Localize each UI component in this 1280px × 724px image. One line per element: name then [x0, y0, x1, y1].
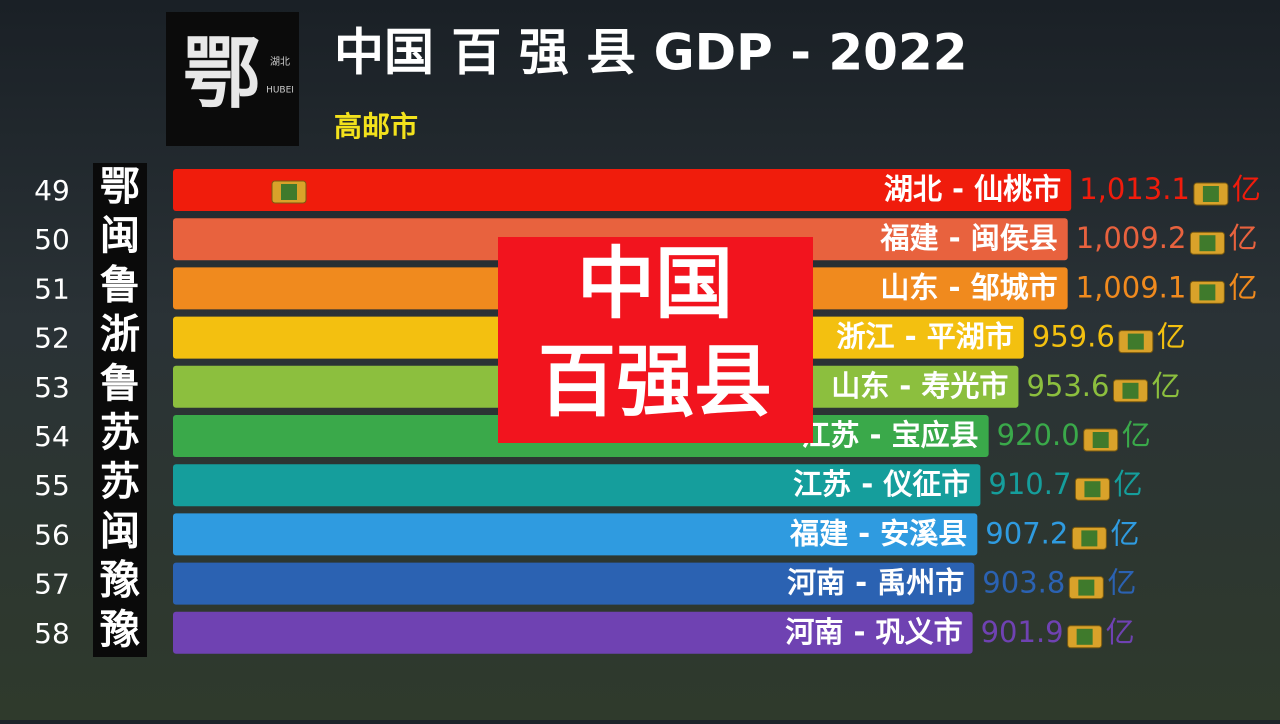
bar-label: 河南 - 巩义市 [785, 615, 962, 649]
unit-label: 亿 [1157, 320, 1186, 354]
value-label: 1,013.1 [1079, 172, 1190, 206]
bar [173, 562, 975, 605]
bar [173, 513, 978, 556]
value-label: 1,009.2 [1076, 221, 1187, 255]
bar [173, 611, 973, 654]
province-char: 鄂 [100, 163, 140, 210]
province-char: 豫 [100, 606, 140, 653]
chart-title: 中国 百 强 县 GDP - 2022 [334, 24, 968, 82]
value-label: 920.0 [997, 418, 1080, 452]
money-icon [1078, 579, 1095, 596]
bar-label: 山东 - 邹城市 [880, 270, 1057, 304]
money-icon [1122, 382, 1139, 399]
overlay-line: 中国 [577, 239, 733, 329]
province-char: 鲁 [100, 261, 140, 308]
province-char: 闽 [100, 507, 140, 554]
chart-subtitle: 高邮市 [334, 110, 418, 143]
money-icon [1092, 432, 1109, 448]
money-icon [1199, 235, 1216, 252]
logo-region: 湖北 [270, 56, 290, 68]
bar-label: 福建 - 闽侯县 [880, 221, 1058, 255]
bar-label: 河南 - 禹州市 [787, 566, 964, 600]
bar-label: 浙江 - 平湖市 [837, 320, 1014, 354]
money-icon [1084, 481, 1101, 498]
unit-label: 亿 [1110, 516, 1139, 550]
province-char: 鲁 [100, 360, 140, 407]
bar-label: 江苏 - 宝应县 [801, 418, 978, 452]
rank-label: 54 [34, 420, 70, 453]
province-char: 豫 [100, 557, 140, 604]
unit-label: 亿 [1151, 369, 1180, 403]
rank-label: 49 [34, 174, 70, 207]
bar [173, 464, 981, 507]
logo-box [166, 12, 299, 146]
rank-label: 50 [34, 223, 70, 256]
value-label: 907.2 [985, 516, 1068, 550]
rank-label: 55 [34, 469, 70, 502]
value-label: 953.6 [1026, 369, 1109, 403]
unit-label: 亿 [1228, 221, 1257, 255]
unit-label: 亿 [1113, 467, 1142, 501]
unit-label: 亿 [1106, 615, 1135, 649]
province-char: 闽 [100, 212, 140, 259]
rank-label: 51 [34, 272, 70, 305]
value-label: 1,009.1 [1076, 270, 1187, 304]
rank-label: 53 [34, 371, 70, 404]
unit-label: 亿 [1107, 566, 1136, 600]
unit-label: 亿 [1122, 418, 1151, 452]
rank-label: 52 [34, 322, 70, 355]
value-label: 901.9 [981, 615, 1064, 649]
rank-label: 56 [34, 518, 70, 551]
money-icon [1199, 284, 1216, 301]
province-char: 苏 [100, 409, 140, 456]
bar-label: 湖北 - 仙桃市 [884, 172, 1061, 206]
bar-label: 福建 - 安溪县 [789, 516, 967, 550]
money-icon [1127, 333, 1144, 350]
value-label: 910.7 [988, 467, 1071, 501]
logo-latin: HUBEI [266, 86, 294, 96]
bar-label: 江苏 - 仪征市 [793, 467, 970, 501]
money-icon [1076, 628, 1093, 645]
value-label: 903.8 [982, 566, 1065, 600]
province-char: 苏 [100, 458, 140, 505]
money-icon [281, 184, 297, 200]
overlay-box [498, 237, 813, 443]
bar [173, 169, 1072, 211]
overlay-line: 百强县 [538, 337, 772, 427]
unit-label: 亿 [1232, 172, 1261, 206]
value-label: 959.6 [1032, 320, 1115, 354]
bar-label: 山东 - 寿光市 [831, 369, 1008, 403]
unit-label: 亿 [1228, 270, 1257, 304]
province-strip [93, 163, 147, 657]
money-icon [1081, 530, 1098, 547]
logo-char: 鄂 [183, 29, 261, 120]
rank-label: 57 [34, 568, 70, 601]
money-icon [1202, 186, 1219, 202]
rank-label: 58 [34, 617, 70, 650]
province-char: 浙 [100, 311, 140, 358]
